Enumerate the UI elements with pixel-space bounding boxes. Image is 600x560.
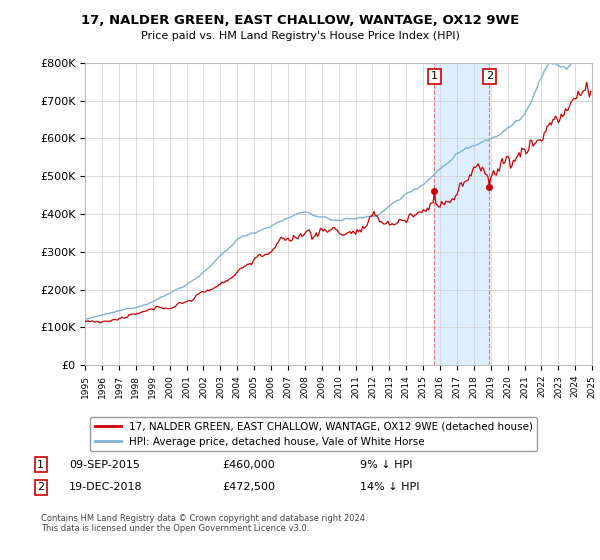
Text: 2: 2 (37, 482, 44, 492)
Text: 1: 1 (37, 460, 44, 470)
Text: £472,500: £472,500 (222, 482, 275, 492)
Text: 14% ↓ HPI: 14% ↓ HPI (360, 482, 419, 492)
Text: 09-SEP-2015: 09-SEP-2015 (69, 460, 140, 470)
Text: 9% ↓ HPI: 9% ↓ HPI (360, 460, 413, 470)
Text: 2: 2 (486, 71, 493, 81)
Legend: 17, NALDER GREEN, EAST CHALLOW, WANTAGE, OX12 9WE (detached house), HPI: Average: 17, NALDER GREEN, EAST CHALLOW, WANTAGE,… (91, 417, 537, 451)
Text: Contains HM Land Registry data © Crown copyright and database right 2024.
This d: Contains HM Land Registry data © Crown c… (41, 514, 367, 533)
Text: 19-DEC-2018: 19-DEC-2018 (69, 482, 143, 492)
Text: Price paid vs. HM Land Registry's House Price Index (HPI): Price paid vs. HM Land Registry's House … (140, 31, 460, 41)
Text: 17, NALDER GREEN, EAST CHALLOW, WANTAGE, OX12 9WE: 17, NALDER GREEN, EAST CHALLOW, WANTAGE,… (81, 14, 519, 27)
Text: 1: 1 (431, 71, 438, 81)
Bar (434, 63, 490, 365)
Text: £460,000: £460,000 (222, 460, 275, 470)
